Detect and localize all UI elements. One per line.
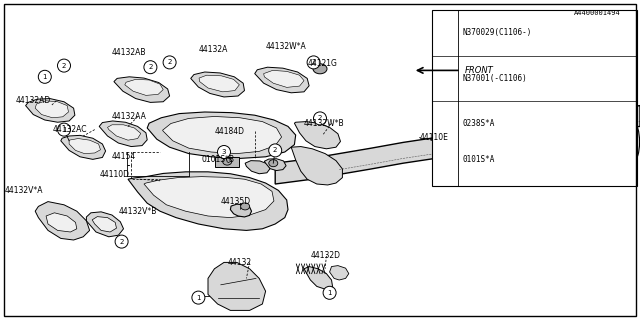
Circle shape <box>323 286 336 299</box>
Circle shape <box>144 61 157 74</box>
Text: 3: 3 <box>444 76 449 81</box>
Polygon shape <box>35 202 90 240</box>
Text: 44154: 44154 <box>112 152 136 161</box>
Text: 44110E: 44110E <box>419 133 448 142</box>
Text: 0101S*B: 0101S*B <box>202 156 235 164</box>
Ellipse shape <box>241 203 250 210</box>
Text: 44132W*B: 44132W*B <box>304 119 344 128</box>
Text: 44132AC: 44132AC <box>53 125 88 134</box>
Text: N37001(-C1106): N37001(-C1106) <box>463 74 527 83</box>
Text: 44132AD: 44132AD <box>16 96 51 105</box>
Polygon shape <box>35 101 68 118</box>
Text: 44132V*A: 44132V*A <box>5 186 44 195</box>
Polygon shape <box>191 72 244 97</box>
Text: 44132W*A: 44132W*A <box>266 42 307 51</box>
Polygon shape <box>108 125 141 140</box>
Polygon shape <box>264 70 304 87</box>
Text: 2: 2 <box>273 148 277 153</box>
Polygon shape <box>291 147 342 185</box>
Circle shape <box>440 118 452 129</box>
Polygon shape <box>304 267 333 290</box>
Text: 44121G: 44121G <box>307 60 337 68</box>
Polygon shape <box>46 213 77 232</box>
Text: 44132A: 44132A <box>198 45 228 54</box>
Ellipse shape <box>316 115 325 122</box>
Ellipse shape <box>313 64 327 74</box>
Text: 44132: 44132 <box>227 258 252 267</box>
Text: 44135D: 44135D <box>221 197 251 206</box>
Text: 44132AB: 44132AB <box>112 48 147 57</box>
Text: A4400001494: A4400001494 <box>574 10 621 16</box>
Polygon shape <box>69 139 100 154</box>
Circle shape <box>440 73 452 84</box>
Polygon shape <box>245 161 270 174</box>
Polygon shape <box>114 77 170 102</box>
Text: 2: 2 <box>168 60 172 65</box>
Polygon shape <box>230 204 252 217</box>
Text: 1: 1 <box>327 290 332 296</box>
Text: 2: 2 <box>62 63 66 68</box>
Polygon shape <box>86 212 124 237</box>
Circle shape <box>218 146 230 158</box>
Text: 44132AA: 44132AA <box>112 112 147 121</box>
Polygon shape <box>99 121 147 147</box>
Polygon shape <box>330 266 349 280</box>
Polygon shape <box>294 122 340 149</box>
Text: 44110D: 44110D <box>99 170 129 179</box>
Ellipse shape <box>60 61 68 68</box>
Polygon shape <box>128 172 288 230</box>
Polygon shape <box>199 75 239 92</box>
Text: 1: 1 <box>196 295 201 300</box>
Circle shape <box>440 155 452 165</box>
Polygon shape <box>255 67 309 93</box>
Polygon shape <box>208 262 266 310</box>
Ellipse shape <box>223 158 232 165</box>
Circle shape <box>58 123 70 136</box>
Ellipse shape <box>145 63 154 70</box>
Circle shape <box>192 291 205 304</box>
Circle shape <box>307 56 320 69</box>
Circle shape <box>314 112 326 125</box>
Ellipse shape <box>269 160 278 167</box>
Text: 0101S*A: 0101S*A <box>463 156 495 164</box>
Text: 2: 2 <box>444 120 448 126</box>
Polygon shape <box>61 135 106 159</box>
Polygon shape <box>147 112 296 158</box>
Polygon shape <box>554 129 568 137</box>
Polygon shape <box>144 177 274 218</box>
Text: 2: 2 <box>120 239 124 244</box>
Ellipse shape <box>310 58 319 65</box>
Text: 44184D: 44184D <box>214 127 244 136</box>
Text: 44132D: 44132D <box>310 252 340 260</box>
Text: 1: 1 <box>444 157 449 163</box>
Polygon shape <box>275 106 640 184</box>
Polygon shape <box>163 116 282 154</box>
Polygon shape <box>264 159 286 171</box>
Text: N370029(C1106-): N370029(C1106-) <box>463 28 532 36</box>
Polygon shape <box>125 79 163 95</box>
Text: 2: 2 <box>312 60 316 65</box>
Circle shape <box>163 56 176 69</box>
Text: FRONT: FRONT <box>465 66 493 75</box>
Ellipse shape <box>118 239 125 244</box>
Text: 3: 3 <box>221 149 227 155</box>
Polygon shape <box>26 99 75 122</box>
Text: 0238S*A: 0238S*A <box>463 119 495 128</box>
Circle shape <box>115 235 128 248</box>
Bar <box>215 156 239 167</box>
Text: 1: 1 <box>42 74 47 80</box>
Text: 2: 2 <box>318 116 322 121</box>
Circle shape <box>38 70 51 83</box>
Ellipse shape <box>628 123 639 161</box>
Ellipse shape <box>165 58 174 65</box>
Bar <box>432 10 637 186</box>
Ellipse shape <box>39 73 48 80</box>
Text: 1: 1 <box>61 127 67 132</box>
Circle shape <box>58 59 70 72</box>
Text: 44132V*B: 44132V*B <box>118 207 157 216</box>
Polygon shape <box>92 217 116 232</box>
Circle shape <box>269 144 282 157</box>
Ellipse shape <box>194 292 203 300</box>
Text: 2: 2 <box>148 64 152 70</box>
